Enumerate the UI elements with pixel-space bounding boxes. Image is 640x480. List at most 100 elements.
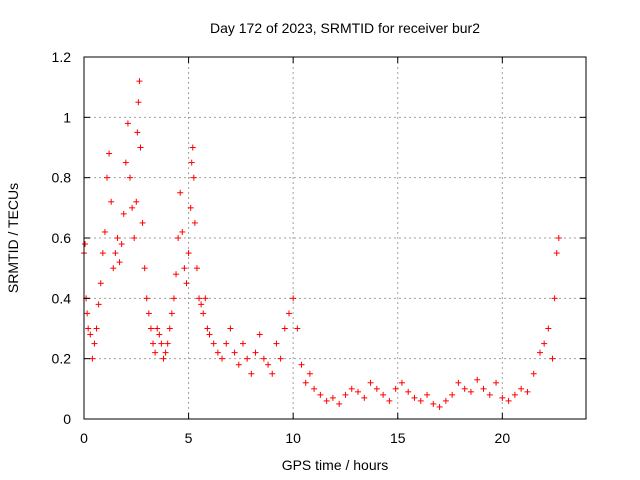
data-point — [196, 295, 203, 302]
y-axis-label: SRMTID / TECUs — [5, 183, 21, 293]
data-point — [118, 241, 125, 248]
data-point — [505, 397, 512, 404]
data-point — [480, 385, 487, 392]
data-point — [166, 325, 173, 332]
data-point — [342, 391, 349, 398]
axis-ticks: 0 0.2 0.4 0.6 0.8 1 1.2 0 5 10 15 20 — [52, 49, 586, 446]
x-tick-label: 15 — [390, 430, 406, 446]
data-point — [298, 361, 305, 368]
data-point — [461, 385, 468, 392]
data-point — [175, 235, 182, 241]
x-tick-label: 20 — [495, 430, 511, 446]
data-point — [455, 379, 462, 386]
data-point — [442, 397, 449, 404]
data-point — [227, 325, 234, 332]
data-point — [524, 388, 531, 395]
data-point — [93, 325, 100, 332]
data-point — [541, 340, 548, 347]
data-point — [204, 325, 211, 332]
y-tick-label: 1 — [63, 109, 71, 125]
data-point — [85, 325, 92, 332]
data-point — [110, 265, 117, 272]
data-point — [183, 280, 190, 287]
data-point — [290, 295, 297, 302]
data-point — [248, 370, 255, 377]
data-point — [373, 385, 380, 392]
data-point — [449, 391, 456, 398]
data-point — [141, 265, 148, 272]
data-point — [131, 235, 138, 241]
data-point — [137, 144, 144, 151]
data-point — [181, 265, 188, 272]
y-tick-label: 1.2 — [52, 49, 72, 65]
data-point — [336, 400, 343, 407]
y-tick-label: 0 — [63, 411, 71, 427]
data-point — [306, 370, 313, 377]
grid — [84, 57, 586, 419]
data-point — [511, 391, 518, 398]
data-point — [273, 340, 280, 347]
data-point — [499, 394, 506, 401]
data-point — [127, 174, 134, 181]
x-axis-label: GPS time / hours — [282, 457, 389, 473]
x-tick-label: 5 — [185, 430, 193, 446]
data-point — [323, 397, 330, 404]
data-point — [405, 388, 412, 395]
data-point — [348, 385, 355, 392]
data-point — [210, 340, 217, 347]
data-point — [135, 99, 142, 106]
data-point — [164, 340, 171, 347]
data-point — [112, 250, 119, 257]
data-point — [551, 295, 558, 302]
data-point — [198, 301, 205, 308]
data-point — [302, 379, 309, 386]
data-point — [162, 349, 169, 356]
data-point — [518, 385, 525, 392]
data-point — [160, 355, 167, 362]
data-point — [398, 379, 405, 386]
data-point — [536, 349, 543, 356]
data-point — [185, 250, 192, 257]
data-point — [145, 310, 152, 317]
data-point — [114, 235, 121, 241]
data-point — [260, 355, 267, 362]
data-point — [97, 280, 104, 287]
data-point — [187, 204, 194, 211]
data-point — [170, 295, 177, 302]
data-point — [277, 355, 284, 362]
data-point — [139, 219, 146, 226]
data-point — [190, 174, 197, 181]
data-point — [367, 379, 374, 386]
data-point — [99, 250, 106, 257]
data-point — [168, 310, 175, 317]
data-point — [202, 295, 209, 302]
data-point — [156, 331, 163, 338]
data-point — [116, 259, 123, 266]
data-point — [424, 391, 431, 398]
data-point — [281, 325, 288, 332]
data-point — [294, 325, 301, 332]
data-point — [188, 159, 195, 166]
data-point — [89, 355, 96, 362]
y-tick-label: 0.4 — [52, 290, 72, 306]
data-point — [136, 78, 143, 85]
data-point — [193, 265, 200, 272]
data-point — [191, 219, 198, 226]
data-point — [173, 271, 180, 278]
data-points — [81, 78, 562, 410]
data-point — [134, 129, 141, 136]
data-point — [95, 301, 102, 308]
data-point — [129, 204, 136, 211]
data-point — [269, 370, 276, 377]
data-point — [235, 361, 242, 368]
data-point — [256, 331, 263, 338]
data-point — [108, 198, 115, 205]
data-point — [189, 144, 196, 151]
data-point — [120, 210, 127, 217]
data-point — [101, 228, 108, 235]
data-point — [219, 355, 226, 362]
x-tick-label: 0 — [80, 430, 88, 446]
data-point — [486, 391, 493, 398]
